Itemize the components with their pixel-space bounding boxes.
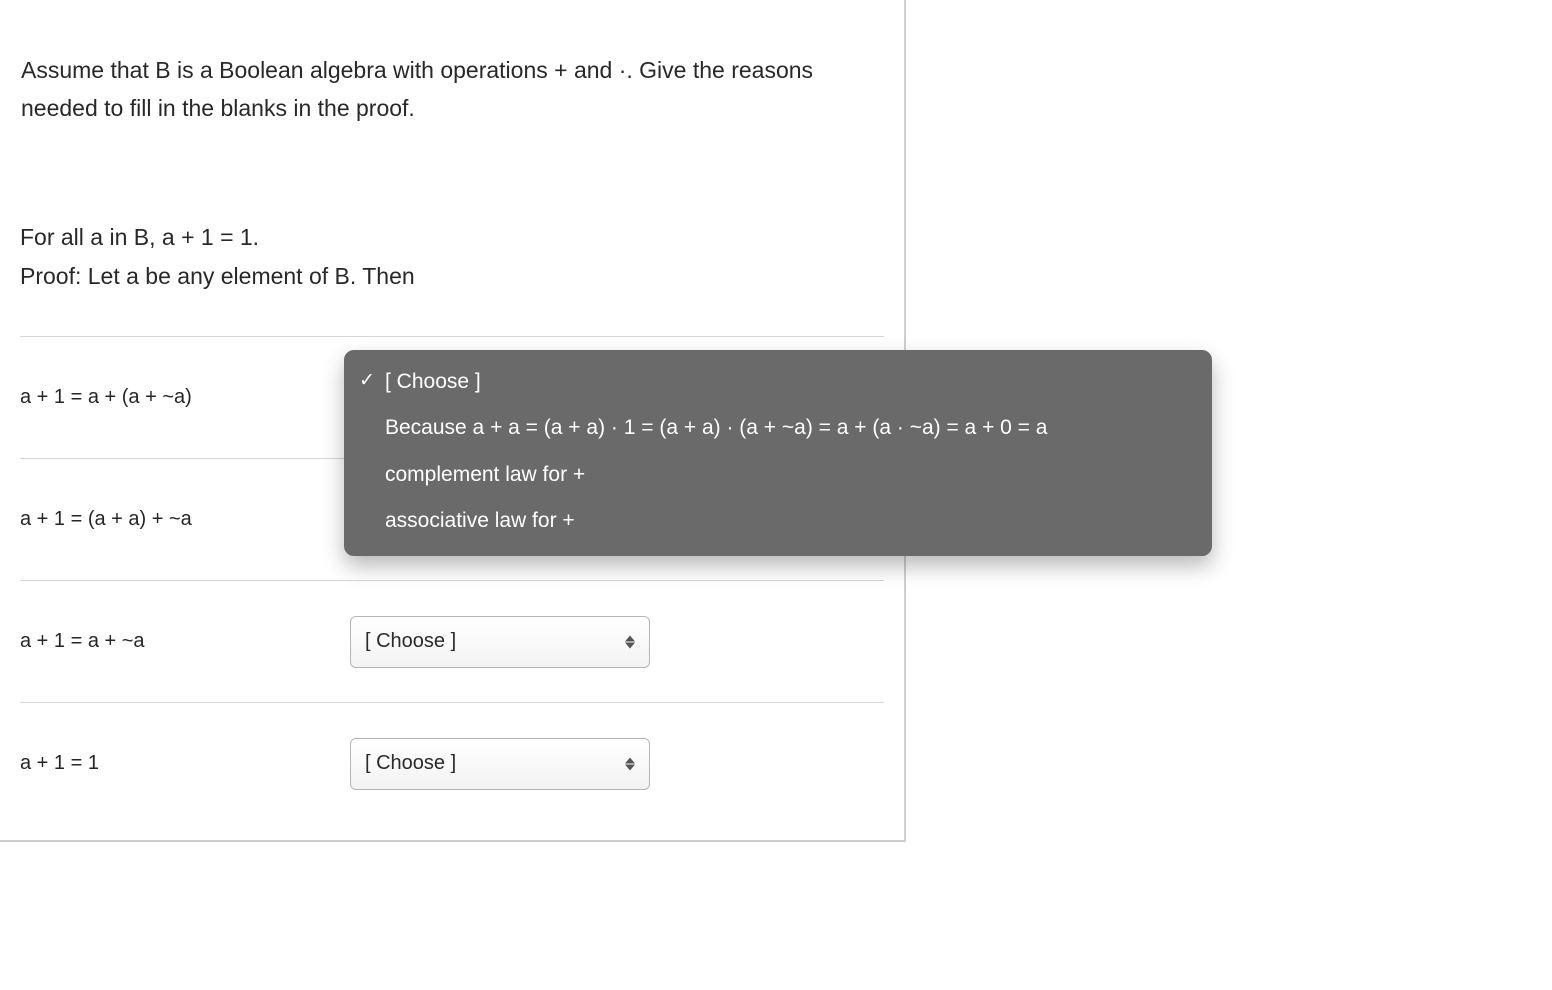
proof-step-expression: a + 1 = 1 xyxy=(20,752,350,775)
chevron-updown-icon xyxy=(625,635,635,648)
proof-step-expression: a + 1 = a + (a + ~a) xyxy=(20,386,350,409)
table-row: a + 1 = a + ~a [ Choose ] xyxy=(20,580,884,702)
statement-line-2: Proof: Let a be any element of B. Then xyxy=(20,257,884,296)
proof-step-expression: a + 1 = (a + a) + ~a xyxy=(20,508,350,531)
question-prompt: Assume that B is a Boolean algebra with … xyxy=(20,52,884,128)
select-value: [ Choose ] xyxy=(365,752,456,775)
dropdown-option[interactable]: [ Choose ] xyxy=(345,359,1211,405)
bottom-divider xyxy=(0,840,906,842)
dropdown-option[interactable]: Because a + a = (a + a) · 1 = (a + a) · … xyxy=(345,405,1211,451)
reason-dropdown-open: [ Choose ] Because a + a = (a + a) · 1 =… xyxy=(344,350,1212,556)
reason-select[interactable]: [ Choose ] xyxy=(350,616,650,668)
reason-select[interactable]: [ Choose ] xyxy=(350,738,650,790)
dropdown-option[interactable]: complement law for + xyxy=(345,452,1211,498)
table-row: a + 1 = 1 [ Choose ] xyxy=(20,702,884,824)
proof-step-expression: a + 1 = a + ~a xyxy=(20,630,350,653)
proof-statement: For all a in B, a + 1 = 1. Proof: Let a … xyxy=(20,218,884,296)
select-value: [ Choose ] xyxy=(365,630,456,653)
chevron-updown-icon xyxy=(625,757,635,770)
dropdown-option[interactable]: associative law for + xyxy=(345,498,1211,544)
statement-line-1: For all a in B, a + 1 = 1. xyxy=(20,218,884,257)
